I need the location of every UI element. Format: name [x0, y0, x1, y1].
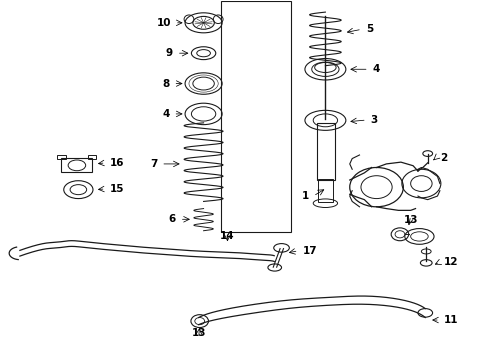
Text: 3: 3: [371, 115, 378, 125]
Text: 4: 4: [373, 64, 380, 74]
Text: 12: 12: [444, 257, 458, 267]
Bar: [61, 158, 93, 172]
Text: 13: 13: [192, 328, 206, 338]
Text: 6: 6: [169, 214, 176, 224]
Text: 14: 14: [220, 231, 235, 242]
Bar: [88, 155, 97, 159]
Text: 17: 17: [302, 246, 317, 256]
Bar: [317, 123, 335, 180]
Bar: [318, 179, 333, 202]
Text: 13: 13: [403, 215, 418, 225]
Text: 8: 8: [162, 78, 170, 89]
Text: 4: 4: [162, 109, 170, 119]
Text: 16: 16: [110, 158, 124, 168]
Bar: [220, 1, 291, 232]
Text: 5: 5: [366, 24, 373, 34]
Text: 2: 2: [440, 153, 447, 163]
Text: 9: 9: [166, 48, 173, 58]
Text: 10: 10: [156, 18, 171, 28]
Text: 7: 7: [150, 159, 157, 169]
Text: 15: 15: [110, 184, 124, 194]
Text: 1: 1: [302, 191, 309, 201]
Bar: [57, 155, 66, 159]
Text: 11: 11: [444, 315, 458, 325]
